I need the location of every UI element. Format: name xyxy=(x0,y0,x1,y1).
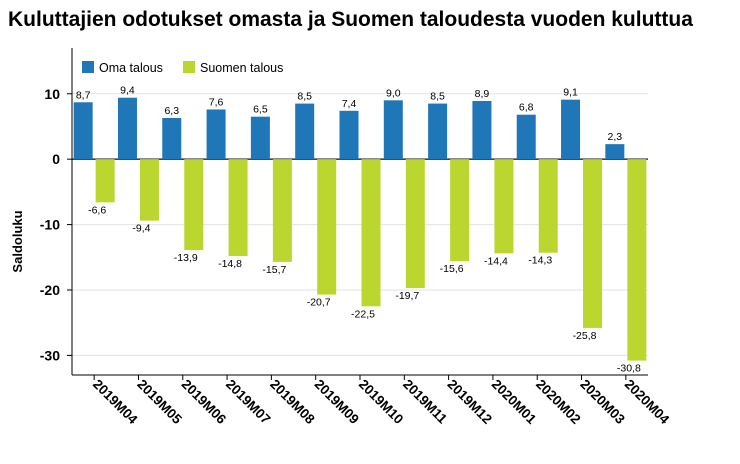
data-label-suomen-talous: -15,7 xyxy=(262,264,286,276)
y-tick-label: 10 xyxy=(44,86,60,102)
data-label-suomen-talous: -20,7 xyxy=(307,297,331,309)
data-label-oma-talous: 6,8 xyxy=(519,102,534,114)
bar-suomen-talous xyxy=(405,159,425,289)
data-label-suomen-talous: -15,6 xyxy=(440,263,464,275)
bar-oma-talous xyxy=(295,103,315,160)
y-tick-label: -10 xyxy=(40,217,60,233)
data-label-suomen-talous: -19,7 xyxy=(395,290,419,302)
data-label-suomen-talous: -14,4 xyxy=(484,255,508,267)
x-category-label: 2019M10 xyxy=(356,377,406,427)
data-label-oma-talous: 6,3 xyxy=(164,105,179,117)
x-category-label: 2019M04 xyxy=(90,377,141,428)
bar-suomen-talous xyxy=(583,159,603,328)
data-label-oma-talous: 7,6 xyxy=(209,96,224,108)
x-category-label: 2019M11 xyxy=(400,377,450,427)
x-category-label: 2020M04 xyxy=(622,377,673,428)
bar-suomen-talous xyxy=(317,159,337,295)
bar-suomen-talous xyxy=(627,159,647,361)
data-label-suomen-talous: -9,4 xyxy=(132,223,150,235)
data-label-suomen-talous: -25,8 xyxy=(573,330,597,342)
data-label-suomen-talous: -14,8 xyxy=(218,258,242,270)
data-label-suomen-talous: -22,5 xyxy=(351,308,375,320)
data-label-oma-talous: 8,5 xyxy=(297,91,312,103)
legend-swatch xyxy=(82,61,94,73)
bar-suomen-talous xyxy=(139,159,159,221)
x-category-label: 2020M01 xyxy=(489,377,540,428)
bar-suomen-talous xyxy=(361,159,381,307)
y-tick-label: 0 xyxy=(52,151,60,167)
bar-oma-talous xyxy=(73,102,93,160)
bar-oma-talous xyxy=(516,114,536,160)
bar-oma-talous xyxy=(117,97,137,160)
data-label-suomen-talous: -30,8 xyxy=(617,363,641,375)
y-tick-label: -20 xyxy=(40,282,60,298)
bar-oma-talous xyxy=(250,116,270,160)
data-label-suomen-talous: -13,9 xyxy=(174,252,198,264)
x-category-label: 2020M02 xyxy=(533,377,583,427)
data-label-oma-talous: 9,1 xyxy=(563,87,578,99)
x-category-label: 2020M03 xyxy=(577,377,628,428)
y-axis-label: Saldoluku xyxy=(10,210,25,272)
legend: Oma talous Suomen talous xyxy=(82,61,283,75)
x-category-label: 2019M05 xyxy=(134,377,185,428)
data-label-oma-talous: 9,0 xyxy=(386,87,401,99)
bar-oma-talous xyxy=(339,110,359,160)
bar-oma-talous xyxy=(472,100,492,160)
data-label-oma-talous: 8,9 xyxy=(475,88,490,100)
bar-suomen-talous xyxy=(228,159,248,256)
bars xyxy=(73,97,647,361)
bar-suomen-talous xyxy=(538,159,558,253)
bar-oma-talous xyxy=(605,144,625,160)
data-label-suomen-talous: -14,3 xyxy=(528,255,552,267)
data-label-oma-talous: 6,5 xyxy=(253,104,268,116)
bar-oma-talous xyxy=(428,103,448,160)
legend-label: Oma talous xyxy=(99,61,163,75)
data-label-oma-talous: 7,4 xyxy=(342,98,357,110)
data-labels: 8,7 -6,6 9,4 -9,4 6,3 -13,9 7,6 -14,8 6,5 -15,7 8,… xyxy=(76,85,641,375)
bar-oma-talous xyxy=(561,99,581,160)
data-label-oma-talous: 2,3 xyxy=(608,131,623,143)
x-category-label: 2019M06 xyxy=(179,377,230,428)
bar-suomen-talous xyxy=(184,159,204,251)
bar-oma-talous xyxy=(383,100,403,160)
legend-label: Suomen talous xyxy=(200,61,283,75)
x-category-label: 2019M07 xyxy=(223,377,273,427)
bar-oma-talous xyxy=(206,109,226,160)
bar-suomen-talous xyxy=(450,159,470,262)
x-category-label: 2019M09 xyxy=(312,377,362,427)
y-tick-label: -30 xyxy=(40,347,60,363)
bar-suomen-talous xyxy=(272,159,292,262)
bar-oma-talous xyxy=(162,117,182,160)
data-label-oma-talous: 8,7 xyxy=(76,89,91,101)
bar-suomen-talous xyxy=(494,159,514,254)
x-category-label: 2019M08 xyxy=(267,377,318,428)
chart-title: Kuluttajien odotukset omasta ja Suomen t… xyxy=(8,8,693,31)
bar-suomen-talous xyxy=(95,159,115,203)
data-label-oma-talous: 9,4 xyxy=(120,85,135,97)
x-category-label: 2019M12 xyxy=(444,377,494,427)
data-label-oma-talous: 8,5 xyxy=(430,91,445,103)
legend-swatch xyxy=(183,61,195,73)
data-label-suomen-talous: -6,6 xyxy=(88,204,106,216)
